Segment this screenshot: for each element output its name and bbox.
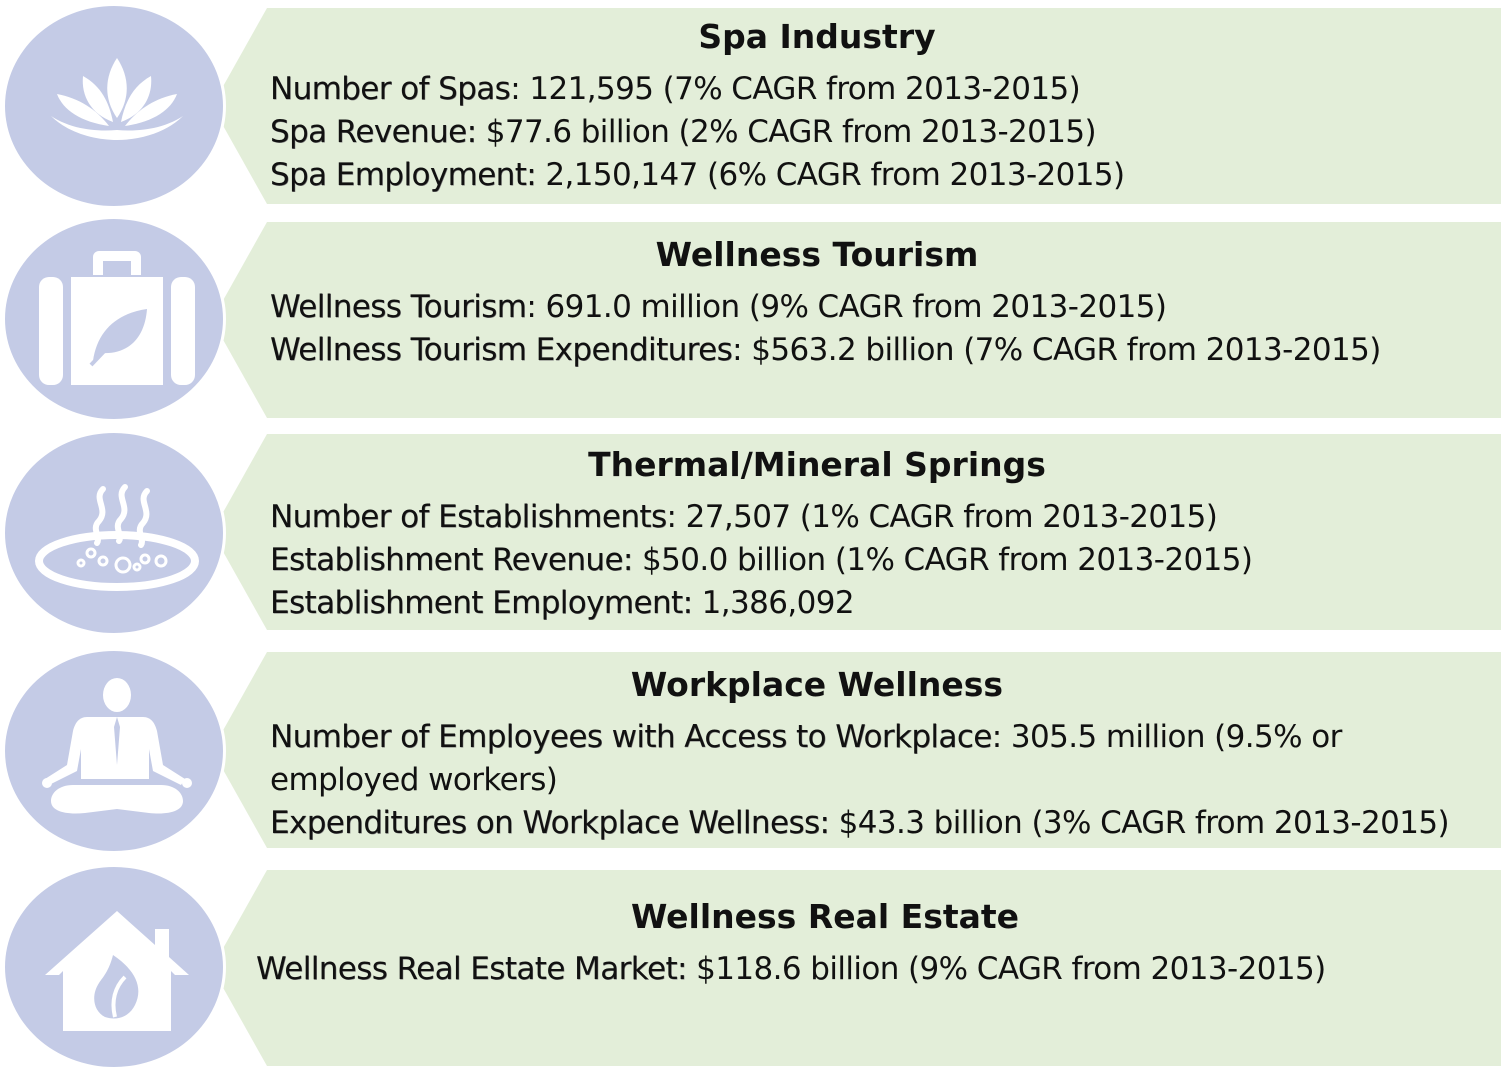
stat-value: : 691.0 million (9% CAGR from 2013-2015) [526,289,1167,325]
house-leaf-icon [2,864,226,1070]
stat-value: $50.0 billion (1% CAGR from 2013-2015) [632,542,1253,578]
stat-line: Number of Spas: 121,595 (7% CAGR from 20… [270,68,1494,111]
section-title: Wellness Tourism [655,235,979,274]
stat-line: Wellness Tourism: 691.0 million (9% CAGR… [270,286,1494,329]
stat-label: Wellness Tourism Expenditures [270,332,733,368]
stat-value: $118.6 billion (9% CAGR from 2013-2015) [686,951,1326,987]
hot-spring-icon [2,430,226,636]
stat-line: Wellness Tourism Expenditures: $563.2 bi… [270,329,1494,372]
stat-label: Establishment Employment: [270,585,693,621]
section-content: Workplace Wellness Number of Employees w… [270,664,1494,845]
stat-value: 1,386,092 [692,585,855,621]
stat-label: Spa Employment: [270,157,537,193]
meditating-businessman-icon [2,648,226,854]
stat-label: Number of Employees with Access to Workp… [270,719,992,755]
section-content: Spa Industry Number of Spas: 121,595 (7%… [270,16,1494,197]
stat-value: $77.6 billion (2% CAGR from 2013-2015) [476,114,1097,150]
section-title: Wellness Real Estate [630,897,1020,936]
stat-value: : 121,595 (7% CAGR from 2013-2015) [510,71,1081,107]
stat-line: Number of Establishments: 27,507 (1% CAG… [270,496,1494,539]
section-content: Wellness Tourism Wellness Tourism: 691.0… [270,234,1494,372]
section-panel [212,434,1501,630]
stat-line: Establishment Revenue: $50.0 billion (1%… [270,539,1494,582]
stat-value: : $563.2 billion (7% CAGR from 2013-2015… [732,332,1381,368]
stat-label: Wellness Real Estate Market: [256,951,687,987]
stat-value: : 305.5 million (9.5% or employed worker… [270,719,1342,798]
stat-label: Number of Establishments [270,499,667,535]
lotus-icon [2,3,226,209]
section-title: Spa Industry [698,17,936,56]
stat-value: : 27,507 (1% CAGR from 2013-2015) [666,499,1218,535]
section-content: Thermal/Mineral Springs Number of Establ… [270,444,1494,625]
stat-label: Spa Revenue: [270,114,477,150]
section-panel [212,870,1501,1066]
section-panel [212,652,1501,848]
stat-value: 2,150,147 (6% CAGR from 2013-2015) [536,157,1125,193]
stat-line: Spa Employment: 2,150,147 (6% CAGR from … [270,154,1494,197]
stat-label: Wellness Tourism [270,289,527,325]
stat-line: Wellness Real Estate Market: $118.6 bill… [256,948,1494,991]
section-panel [212,8,1501,204]
stat-line: Spa Revenue: $77.6 billion (2% CAGR from… [270,111,1494,154]
stat-label: Expenditures on Workplace Wellness: [270,805,830,841]
stat-line: Number of Employees with Access to Workp… [270,716,1494,802]
suitcase-leaf-icon [2,216,226,422]
stat-value: $43.3 billion (3% CAGR from 2013-2015) [829,805,1450,841]
section-panel [212,222,1501,418]
section-title: Workplace Wellness [630,665,1004,704]
stat-label: Number of Spas [270,71,511,107]
stat-line: Expenditures on Workplace Wellness: $43.… [270,802,1494,845]
section-title: Thermal/Mineral Springs [588,445,1046,484]
stat-label: Establishment Revenue: [270,542,633,578]
section-content: Wellness Real Estate Wellness Real Estat… [256,896,1494,991]
stat-line: Establishment Employment: 1,386,092 [270,582,1494,625]
